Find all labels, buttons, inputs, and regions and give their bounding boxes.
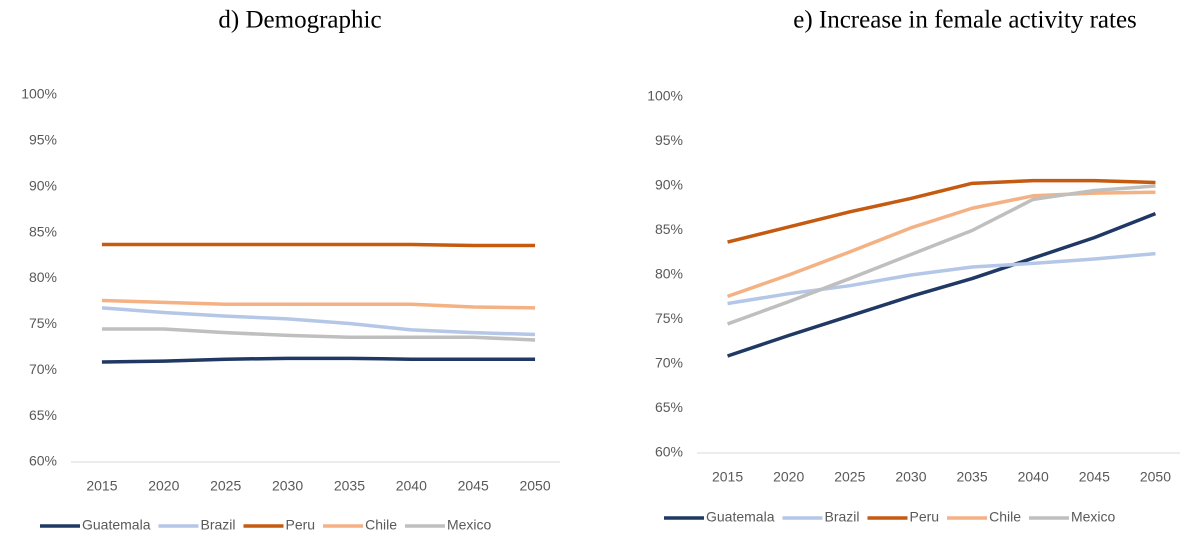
x-tick-label: 2040	[1018, 469, 1049, 485]
legend-label: Chile	[365, 517, 397, 533]
series-line	[727, 251, 1156, 306]
y-tick-label: 100%	[647, 88, 683, 104]
series-line	[101, 298, 536, 310]
y-tick-label: 90%	[29, 177, 57, 193]
chart-title: e) Increase in female activity rates	[793, 7, 1137, 34]
x-tick-label: 2030	[272, 478, 303, 494]
series-line	[101, 327, 536, 342]
x-tick-label: 2045	[458, 478, 489, 494]
x-tick-label: 2015	[712, 469, 743, 485]
y-tick-label: 75%	[29, 315, 57, 331]
x-tick-label: 2020	[148, 478, 179, 494]
chart-title: d) Demographic	[218, 7, 381, 34]
y-tick-label: 95%	[655, 132, 683, 148]
series-line	[727, 178, 1156, 244]
y-tick-label: 60%	[29, 453, 57, 469]
y-tick-label: 100%	[21, 86, 57, 102]
legend-label: Peru	[910, 509, 940, 525]
legend-label: Peru	[286, 517, 316, 533]
x-tick-label: 2050	[519, 478, 550, 494]
series-line	[727, 211, 1157, 358]
legend-label: Mexico	[1071, 509, 1116, 525]
x-tick-label: 2025	[834, 469, 865, 485]
series-line	[101, 242, 536, 248]
x-tick-label: 2045	[1079, 469, 1110, 485]
legend-label: Guatemala	[82, 517, 151, 533]
y-tick-label: 85%	[29, 223, 57, 239]
x-tick-label: 2025	[210, 478, 241, 494]
legend-label: Chile	[989, 509, 1021, 525]
x-tick-label: 2030	[895, 469, 926, 485]
y-tick-label: 85%	[655, 221, 683, 237]
legend-label: Brazil	[824, 509, 859, 525]
x-tick-label: 2035	[334, 478, 365, 494]
x-tick-label: 2020	[773, 469, 804, 485]
x-tick-label: 2040	[396, 478, 427, 494]
legend-label: Guatemala	[706, 509, 775, 525]
y-tick-label: 80%	[29, 269, 57, 285]
y-tick-label: 70%	[655, 355, 683, 371]
series-line	[101, 306, 536, 337]
y-tick-label: 65%	[655, 399, 683, 415]
x-tick-label: 2050	[1140, 469, 1171, 485]
y-tick-label: 90%	[655, 177, 683, 193]
y-tick-label: 65%	[29, 407, 57, 423]
series-line	[101, 356, 536, 364]
x-tick-label: 2035	[956, 469, 987, 485]
y-tick-label: 95%	[29, 132, 57, 148]
y-tick-label: 80%	[655, 266, 683, 282]
series-line	[726, 184, 1156, 326]
y-tick-label: 70%	[29, 361, 57, 377]
y-tick-label: 60%	[655, 444, 683, 460]
y-tick-label: 75%	[655, 310, 683, 326]
legend-label: Brazil	[200, 517, 235, 533]
x-tick-label: 2015	[86, 478, 117, 494]
legend-label: Mexico	[447, 517, 492, 533]
